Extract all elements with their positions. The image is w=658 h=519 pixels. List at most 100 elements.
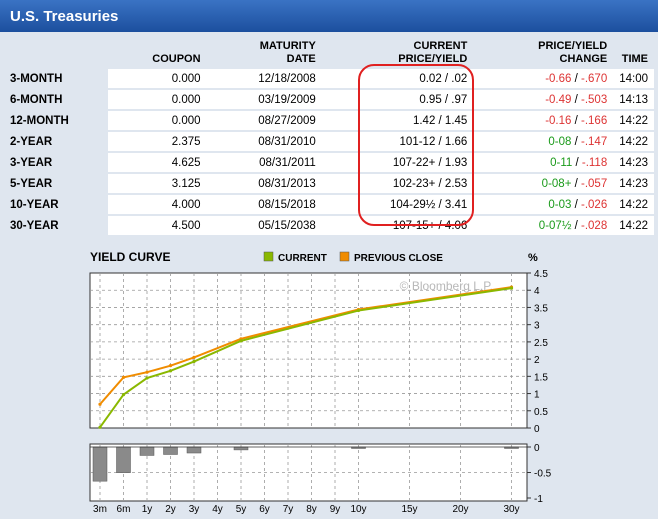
price-yield-cell: 101-12 / 1.66 <box>321 131 474 153</box>
x-tick-label: 30y <box>503 504 519 515</box>
time-cell: 14:23 <box>613 173 654 195</box>
separator: / <box>571 219 581 232</box>
data-point <box>145 376 149 380</box>
separator: / <box>571 198 581 211</box>
data-point <box>121 392 126 397</box>
y-tick-label: 4.5 <box>534 269 548 280</box>
row-label: 6-MONTH <box>4 89 109 111</box>
time-cell: 14:22 <box>613 194 654 216</box>
price-change: -0.66 <box>545 72 572 85</box>
table-row: 12-MONTH 0.000 08/27/2009 1.42 / 1.45 -0.16 … <box>4 110 654 132</box>
coupon-cell: 2.375 <box>108 131 207 153</box>
separator: / <box>571 135 581 148</box>
separator: / <box>571 114 581 127</box>
separator: / <box>572 156 582 169</box>
data-point <box>121 375 126 379</box>
change-y-tick-label: -0.5 <box>534 469 552 480</box>
x-tick-label: 1y <box>142 504 153 515</box>
header-coupon: COUPON <box>152 53 201 65</box>
x-tick-label: 6y <box>259 504 270 515</box>
coupon-cell: 0.000 <box>108 89 207 111</box>
data-point <box>509 286 514 290</box>
x-tick-label: 5y <box>236 504 247 515</box>
table-row: 6-MONTH 0.000 03/19/2009 0.95 / .97 -0.49 / … <box>4 89 654 111</box>
y-tick-label: 2.5 <box>534 338 548 349</box>
legend-swatch <box>339 251 350 262</box>
maturity-cell: 08/27/2009 <box>206 110 322 132</box>
maturity-cell: 08/31/2013 <box>206 173 322 195</box>
yield-change: -.057 <box>581 177 608 190</box>
change-bar <box>163 446 178 455</box>
treasuries-table: COUPON MATURITY DATE CURRENT PRICE/YIELD P… <box>4 40 654 237</box>
price-change: 0-08 <box>548 135 572 148</box>
yield-change: -.028 <box>581 219 608 232</box>
row-label: 3-MONTH <box>4 69 109 90</box>
price-change: -0.16 <box>545 114 572 127</box>
legend-label: CURRENT <box>278 253 327 264</box>
time-cell: 14:13 <box>613 89 654 111</box>
data-point <box>98 402 102 406</box>
y-tick-label: 2 <box>534 355 540 366</box>
change-cell: -0.49 / -.503 <box>473 89 614 111</box>
y-tick-label: 3 <box>534 321 540 332</box>
header-price-yield: CURRENT PRICE/YIELD <box>398 40 468 65</box>
row-label: 3-YEAR <box>4 152 109 174</box>
x-tick-label: 7y <box>283 504 294 515</box>
x-tick-label: 4y <box>212 504 223 515</box>
separator: / <box>571 72 581 85</box>
table-row: 10-YEAR 4.000 08/15/2018 104-29½ / 3.41 0-03… <box>4 194 654 216</box>
price-change: 0-11 <box>550 156 573 169</box>
yield-curve-panel: YIELD CURVE CURRENT PREVIOUS CLOSE% 3m 6m 1y 2… <box>80 237 658 519</box>
coupon-cell: 4.000 <box>108 194 207 216</box>
y-tick-label: 4 <box>534 286 540 297</box>
change-bar <box>233 446 249 451</box>
price-change: 0-03 <box>548 198 572 211</box>
legend-label: PREVIOUS CLOSE <box>354 253 443 264</box>
header-change: PRICE/YIELD CHANGE <box>538 40 608 65</box>
change-y-tick-label: 0 <box>534 443 540 454</box>
price-change: -0.49 <box>545 93 572 106</box>
table-header: COUPON MATURITY DATE CURRENT PRICE/YIELD P… <box>4 40 654 69</box>
time-cell: 14:23 <box>613 152 654 174</box>
coupon-cell: 4.625 <box>108 152 207 174</box>
header-label <box>4 40 108 69</box>
price-yield-cell: 1.42 / 1.45 <box>321 110 474 132</box>
y-tick-label: 0 <box>534 424 540 435</box>
change-y-tick-label: -1 <box>534 494 543 505</box>
row-label: 12-MONTH <box>4 110 109 132</box>
table-row: 3-MONTH 0.000 12/18/2008 0.02 / .02 -0.66 / … <box>4 69 654 90</box>
price-change: 0-08+ <box>541 177 572 190</box>
x-tick-label: 15y <box>401 504 417 515</box>
change-bar <box>92 446 108 482</box>
change-bar <box>116 446 131 473</box>
coupon-cell: 0.000 <box>108 69 207 90</box>
change-cell: 0-08 / -.147 <box>473 131 614 153</box>
time-cell: 14:22 <box>613 131 654 153</box>
change-cell: 0-03 / -.026 <box>473 194 614 216</box>
change-cell: -0.16 / -.166 <box>473 110 614 132</box>
row-label: 10-YEAR <box>4 194 109 216</box>
price-yield-cell: 102-23+ / 2.53 <box>321 173 474 195</box>
maturity-cell: 05/15/2038 <box>206 215 322 237</box>
data-point <box>239 339 243 343</box>
price-yield-cell: 107-15+ / 4.06 <box>321 215 474 237</box>
unit-label: % <box>528 252 538 264</box>
row-label: 2-YEAR <box>4 131 109 153</box>
change-bar <box>139 446 155 456</box>
y-tick-label: 1 <box>534 390 540 401</box>
price-yield-cell: 104-29½ / 3.41 <box>321 194 474 216</box>
change-cell: 0-08+ / -.057 <box>473 173 614 195</box>
legend-swatch <box>263 251 274 262</box>
page-title: U.S. Treasuries <box>10 8 119 25</box>
data-point <box>356 308 361 313</box>
header-maturity: MATURITY DATE <box>259 40 316 65</box>
y-tick-label: 3.5 <box>534 303 548 314</box>
price-yield-cell: 107-22+ / 1.93 <box>321 152 474 174</box>
yield-change: -.118 <box>581 156 608 169</box>
change-cell: 0-07½ / -.028 <box>473 215 614 237</box>
x-tick-label: 6m <box>117 504 131 515</box>
x-tick-label: 3m <box>93 504 107 515</box>
series-line <box>99 287 512 428</box>
table-row: 2-YEAR 2.375 08/31/2010 101-12 / 1.66 0-08 /… <box>4 131 654 153</box>
yield-change: -.166 <box>581 114 608 127</box>
